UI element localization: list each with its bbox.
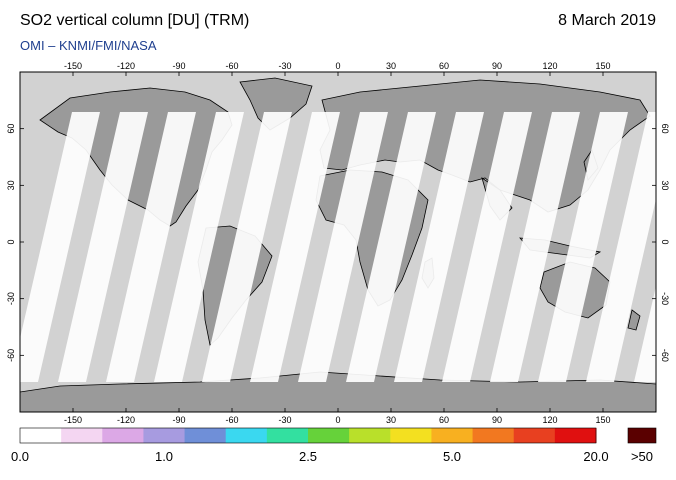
- colorbar-label-1: 1.0: [154, 449, 174, 464]
- swath-band: [442, 112, 532, 382]
- colorbar-frame: [19, 427, 597, 444]
- swath-band: [58, 112, 148, 382]
- lon-label-bottom: -150: [64, 415, 82, 425]
- lon-label-bottom: 0: [335, 415, 340, 425]
- colorbar-segment: [513, 428, 556, 443]
- land-new-zealand: [627, 309, 641, 331]
- axis-ticks: -150 -150 -120 -120 -90 -90 -60 -60 -30 -30 0 0 30 30…: [6, 61, 670, 425]
- map-date: 8 March 2019: [558, 12, 656, 29]
- colorbar-segment: [102, 428, 144, 443]
- lon-label-top: 150: [595, 61, 610, 71]
- lat-label-right: -30: [660, 292, 670, 305]
- swath-band: [346, 112, 436, 382]
- lon-label-bottom: 150: [595, 415, 610, 425]
- lon-label-top: -30: [278, 61, 291, 71]
- lat-label-right: 0: [660, 239, 670, 244]
- lat-label-left: -60: [6, 349, 16, 362]
- lat-label-left: 60: [6, 124, 16, 134]
- colorbar-segment: [472, 428, 515, 443]
- colorbar-segment: [349, 428, 391, 443]
- map-title: SO2 vertical column [DU] (TRM): [20, 12, 250, 29]
- lon-label-top: 90: [492, 61, 502, 71]
- lon-label-top: 60: [439, 61, 449, 71]
- lon-label-top: -120: [117, 61, 135, 71]
- lat-label-left: -30: [6, 292, 16, 305]
- lon-label-top: -90: [172, 61, 185, 71]
- swath-band: [250, 112, 340, 382]
- colorbar-segment: [225, 428, 268, 443]
- lon-label-bottom: 30: [386, 415, 396, 425]
- map-credit: OMI – KNMI/FMI/NASA: [20, 38, 157, 53]
- lat-label-right: 60: [660, 124, 670, 134]
- swath-band: [490, 112, 580, 382]
- lon-label-bottom: -120: [117, 415, 135, 425]
- colorbar-segment: [554, 428, 597, 443]
- swath-band: [106, 112, 196, 382]
- swath-band: [538, 112, 628, 382]
- swath-band: [154, 112, 244, 382]
- lat-label-right: 30: [660, 180, 670, 190]
- swath-band: [202, 112, 292, 382]
- lat-label-left: 30: [6, 180, 16, 190]
- colorbar-overflow-label: >50: [630, 449, 654, 464]
- colorbar-segment: [266, 428, 309, 443]
- lon-label-top: 0: [335, 61, 340, 71]
- colorbar-segment: [184, 428, 227, 443]
- colorbar-segment: [431, 428, 474, 443]
- colorbar-label-0: 0.0: [10, 449, 30, 464]
- lon-label-bottom: -90: [172, 415, 185, 425]
- lon-label-top: 30: [386, 61, 396, 71]
- swath-band: [298, 112, 388, 382]
- lon-label-bottom: -30: [278, 415, 291, 425]
- lon-label-bottom: -60: [225, 415, 238, 425]
- swath-band: [634, 286, 656, 382]
- colorbar-label-3: 5.0: [442, 449, 462, 464]
- colorbar-label-2: 2.5: [298, 449, 318, 464]
- colorbar-segment: [61, 428, 103, 443]
- lon-label-top: -150: [64, 61, 82, 71]
- swath-band: [394, 112, 484, 382]
- lon-label-bottom: 90: [492, 415, 502, 425]
- colorbar-overflow-swatch: [627, 427, 657, 444]
- lat-label-right: -60: [660, 349, 670, 362]
- lat-label-left: 0: [6, 239, 16, 244]
- satellite-swaths: [20, 112, 656, 382]
- lon-label-top: 120: [542, 61, 557, 71]
- colorbar: [19, 427, 597, 444]
- lon-label-bottom: 60: [439, 415, 449, 425]
- lon-label-top: -60: [225, 61, 238, 71]
- colorbar-segment: [308, 428, 350, 443]
- colorbar-segment: [143, 428, 186, 443]
- swath-band: [586, 112, 656, 382]
- swath-band: [20, 112, 100, 382]
- colorbar-segment: [20, 428, 62, 443]
- colorbar-segment: [390, 428, 432, 443]
- lon-label-bottom: 120: [542, 415, 557, 425]
- colorbar-label-4: 20.0: [583, 449, 609, 464]
